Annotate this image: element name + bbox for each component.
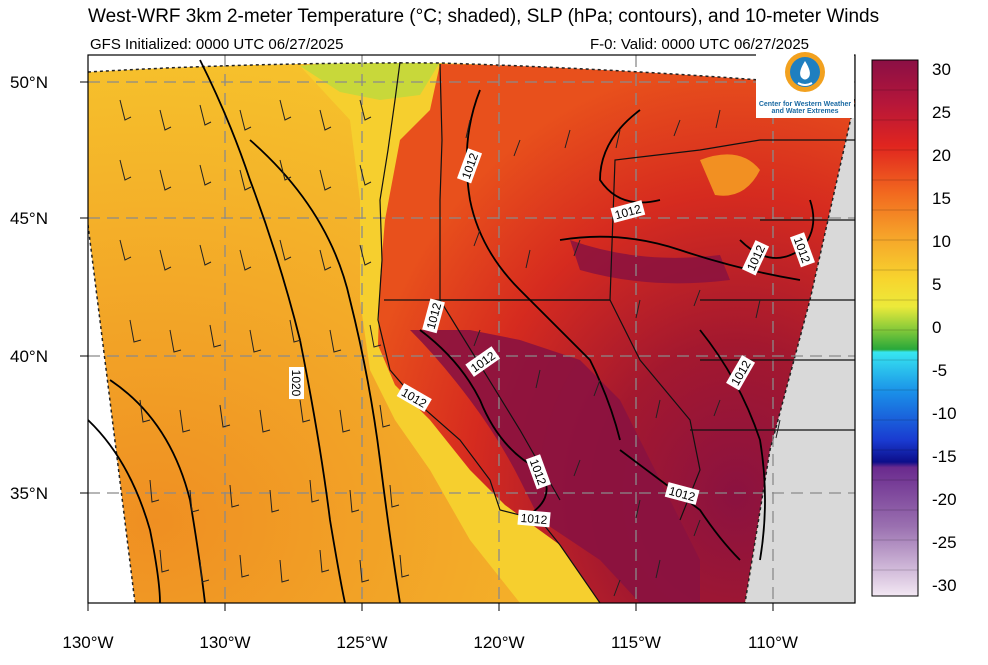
lon-label: 115°W [611,633,661,652]
isobar-label: 1012 [520,511,548,527]
pacific-northwest-cool-zone [300,60,440,100]
isobar-label: 1020 [289,370,303,397]
water-drop-logo-icon [785,52,825,92]
lat-label-35n: 35°N [10,484,48,503]
map-title: West-WRF 3km 2-meter Temperature (°C; sh… [88,6,880,27]
axis-ticks [80,81,774,611]
colorbar-label: 5 [932,275,942,294]
temperature-colorbar [871,59,919,597]
isobar-label: 1012 [424,301,445,331]
montana-cooler-zone [700,154,760,196]
snake-river-plain-heat [570,240,730,284]
colorbar-label: -20 [932,490,957,509]
domain-west-mask [88,72,135,603]
isobar-label: 1012 [613,202,643,223]
isobar-label: 1012 [667,484,697,505]
colorbar-label: 30 [932,60,951,79]
colorbar-label: 20 [932,146,951,165]
domain-boundary [88,62,855,603]
logo-line-1: Center for Western Weather [758,101,852,108]
graticule-lines [88,55,855,603]
lat-label-45n: 45°N [10,209,48,228]
contour-labels: 1012 1012 1012 1012 1012 1012 1012 1012 … [289,148,815,528]
logo-caption: Center for Western Weather and Water Ext… [756,101,854,115]
colorbar-label: 10 [932,232,951,251]
lat-label-50n: 50°N [10,73,48,92]
colorbar-label: -15 [932,447,957,466]
cw3e-logo: Center for Western Weather and Water Ext… [756,50,854,118]
colorbar-label: 15 [932,189,951,208]
init-time-label: GFS Initialized: 0000 UTC 06/27/2025 [90,36,344,53]
valid-time-label: F-0: Valid: 0000 UTC 06/27/2025 [590,36,810,53]
colorbar-label: 25 [932,103,951,122]
lon-label: 130°W [199,633,251,652]
colorbar-label: 0 [932,318,942,337]
lon-label: 130°W [62,633,114,652]
lat-label-40n: 40°N [10,347,48,366]
domain-north-mask [88,55,760,80]
colorbar-label: -5 [932,361,948,380]
central-valley-extreme-heat [410,330,700,603]
lon-label: 125°W [336,633,388,652]
lon-label: 120°W [473,633,525,652]
logo-line-2: and Water Extremes [771,108,839,115]
map-frame [87,54,856,604]
land-temperature-field [378,64,855,603]
coastal-cool-zone [300,64,600,603]
lon-label: 110°W [748,633,798,652]
wind-barbs [119,99,781,597]
colorbar-label: -10 [932,404,957,423]
colorbar-label: -30 [932,576,957,595]
colorbar-label: -25 [932,533,957,552]
